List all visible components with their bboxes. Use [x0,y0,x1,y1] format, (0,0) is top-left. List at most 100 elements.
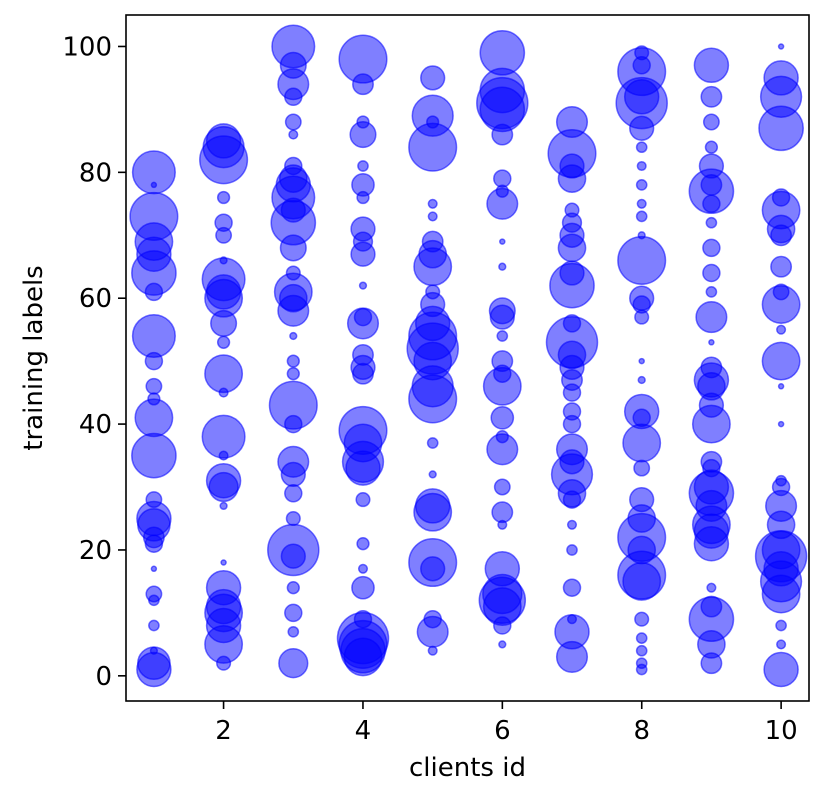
data-point [357,160,369,172]
data-point [352,362,374,385]
data-point [763,651,799,688]
data-point [356,537,370,551]
data-point [688,168,735,215]
data-point [349,121,377,149]
data-point [629,115,655,141]
y-tick-label: 0 [95,662,112,692]
data-point [131,313,176,359]
data-point [635,644,648,657]
data-point [777,43,785,50]
data-point [150,565,158,573]
data-point [636,160,647,172]
data-point [700,85,723,108]
data-point [770,224,793,247]
data-point [566,544,578,556]
data-point [346,307,380,340]
data-point [622,423,662,463]
data-point [498,640,507,649]
y-tick-label: 80 [79,158,112,188]
data-point [704,140,719,154]
data-point [702,194,721,214]
data-point [357,563,369,574]
bubble-layer [129,24,808,688]
data-point [420,65,446,91]
data-point [284,113,302,131]
data-point [148,619,160,632]
data-point [634,309,650,325]
data-point [428,470,437,479]
data-point [635,141,648,154]
x-axis-label: clients id [409,753,526,783]
data-point [493,616,512,635]
data-point [636,198,647,209]
data-point [705,216,718,229]
data-point [562,578,582,597]
data-point [562,490,582,509]
data-point [355,492,371,508]
data-point [277,294,310,327]
data-point [148,594,160,607]
data-point [278,648,309,679]
data-point [351,575,375,600]
y-tick-label: 40 [79,410,112,440]
data-point [219,256,228,265]
x-axis-ticks: 2 4 6 8 10 [215,701,798,746]
data-point [761,341,801,381]
data-point [356,190,370,205]
data-point [776,324,787,335]
data-point [693,525,730,562]
x-tick-label: 8 [633,716,650,746]
data-point [622,561,662,601]
data-point [497,519,508,530]
data-point [284,603,303,623]
data-point [210,309,238,337]
data-point [761,285,801,324]
y-axis-label: training labels [19,265,49,450]
data-point [491,501,514,524]
data-point [702,113,720,131]
data-point [144,282,164,302]
data-point [150,181,158,189]
data-point [549,262,595,309]
data-point [284,87,303,107]
data-point [280,461,306,488]
data-point [216,655,232,671]
data-point [284,414,303,434]
data-point [134,398,174,438]
y-tick-label: 100 [62,32,112,62]
data-point [416,615,449,648]
data-point [566,519,578,530]
data-point [285,510,301,527]
data-point [638,357,645,365]
data-point [289,331,298,341]
data-point [216,190,231,205]
data-point [617,235,667,285]
data-point [770,255,793,278]
data-point [777,420,785,428]
data-point [486,433,519,466]
data-point [286,581,300,595]
data-point [702,238,721,258]
data-point [776,639,787,650]
data-point [562,414,582,434]
data-point [208,471,239,503]
data-point [634,611,650,627]
data-point [761,574,801,614]
data-point [220,559,227,566]
data-point [498,262,507,271]
data-point [427,211,438,222]
data-point [635,663,648,676]
data-point [408,122,458,172]
data-point [635,210,648,223]
data-point [496,330,509,342]
data-point [426,437,439,449]
data-point [493,478,511,496]
data-point [693,47,730,84]
data-point [279,234,307,262]
data-point [350,241,376,267]
data-point [499,238,506,245]
data-point [345,450,381,486]
data-point [219,501,228,511]
data-point [489,304,515,330]
